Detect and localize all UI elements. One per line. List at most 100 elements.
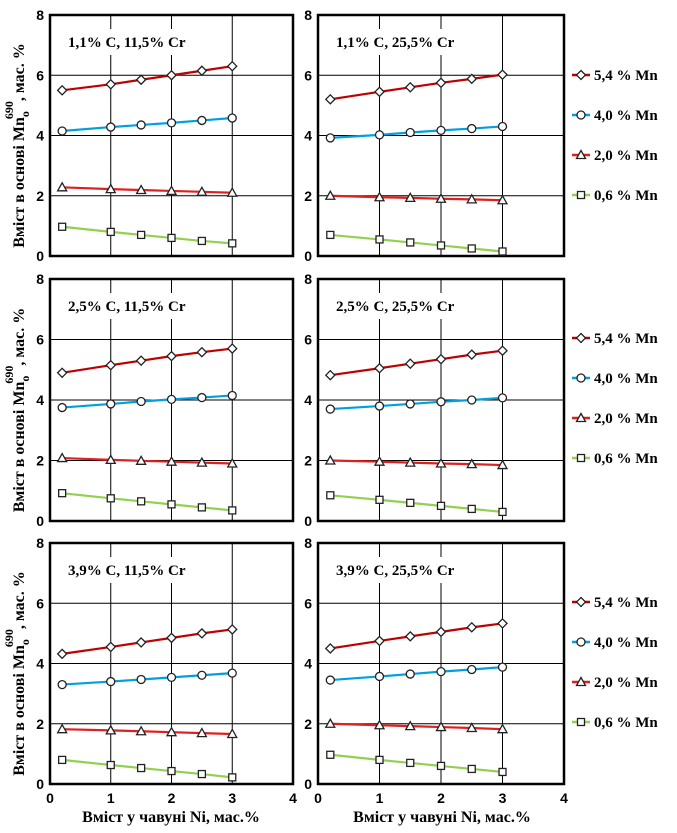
legend-label: 0,6 % Mn xyxy=(594,715,658,731)
data-point xyxy=(375,235,384,244)
y-tick-label: 4 xyxy=(36,656,44,672)
series-line xyxy=(330,73,503,101)
data-point xyxy=(467,504,476,514)
panel-title: 1,1% C, 11,5% Cr xyxy=(68,35,186,51)
data-point xyxy=(58,489,67,498)
legend-label: 2,0 % Mn xyxy=(594,148,658,164)
data-point xyxy=(166,394,177,405)
series-line xyxy=(62,672,233,686)
data-point xyxy=(466,193,478,204)
data-point xyxy=(56,648,68,660)
series-line xyxy=(62,394,233,409)
data-point xyxy=(135,454,147,465)
data-point xyxy=(166,118,177,128)
x-tick-label: 3 xyxy=(499,790,507,806)
data-point xyxy=(197,236,207,246)
legend: 5,4 % Mn 4,0 % Mn 2,0 % Mn 0,6 % Mn xyxy=(572,68,658,204)
x-tick-label: 3 xyxy=(228,790,236,806)
plot-frame xyxy=(48,541,295,786)
data-point xyxy=(324,369,336,381)
legend-label: 2,0 % Mn xyxy=(594,675,658,691)
data-point xyxy=(227,113,237,123)
data-point xyxy=(467,395,477,405)
series-line xyxy=(62,65,233,92)
data-point xyxy=(374,671,385,682)
data-point xyxy=(497,345,508,357)
title-background xyxy=(60,293,230,319)
title-background xyxy=(328,557,498,583)
data-point xyxy=(325,675,335,685)
data-point xyxy=(135,725,147,736)
data-point xyxy=(136,674,146,685)
data-point xyxy=(226,457,238,468)
data-point xyxy=(373,719,386,730)
x-axis-label-left: Вміст у чавуні Ni, мас.% xyxy=(82,809,260,826)
data-point xyxy=(106,399,116,409)
data-point xyxy=(166,69,177,81)
legend-label: 0,6 % Mn xyxy=(594,451,658,467)
data-point xyxy=(57,679,67,690)
data-point xyxy=(497,69,508,81)
legend-label: 5,4 % Mn xyxy=(594,595,658,611)
series-line xyxy=(62,456,233,465)
legend-marker xyxy=(575,69,587,81)
data-point xyxy=(197,769,207,779)
series-line xyxy=(61,347,233,374)
data-point xyxy=(373,191,386,202)
y-tick-label: 2 xyxy=(36,453,44,469)
series-line xyxy=(330,494,503,514)
data-point xyxy=(228,773,237,782)
data-point xyxy=(436,666,446,677)
series-line xyxy=(330,194,503,202)
data-point xyxy=(57,126,67,136)
data-point xyxy=(58,222,67,231)
data-point xyxy=(497,121,508,132)
data-point xyxy=(375,755,384,765)
legend: 5,4 % Mn 4,0 % Mn 2,0 % Mn 0,6 % Mn xyxy=(572,331,658,467)
chart-panel: 0 2 4 6 8 0 1 2 3 4 3,9% C, 11,5% Cr xyxy=(36,535,297,806)
data-point xyxy=(197,392,207,403)
x-tick-label: 1 xyxy=(376,790,384,806)
data-point xyxy=(497,618,508,629)
series-line xyxy=(330,349,503,377)
series-line xyxy=(330,666,503,682)
y-tick-label: 4 xyxy=(304,656,312,672)
data-point xyxy=(56,452,68,463)
data-point xyxy=(105,641,117,653)
data-point xyxy=(197,503,207,512)
data-point xyxy=(496,723,509,734)
y-tick-label: 2 xyxy=(36,716,44,732)
data-point xyxy=(228,506,237,515)
data-point xyxy=(436,761,446,771)
x-tick-label: 0 xyxy=(314,790,322,806)
data-point xyxy=(435,721,447,732)
data-point xyxy=(374,130,385,140)
data-point xyxy=(404,720,416,731)
data-point xyxy=(56,181,68,192)
title-background xyxy=(328,29,498,55)
legend-label: 5,4 % Mn xyxy=(594,331,658,347)
data-point xyxy=(497,393,508,403)
series-line xyxy=(330,622,503,650)
legend-marker xyxy=(576,190,586,200)
data-point xyxy=(135,355,147,367)
data-point xyxy=(498,507,507,517)
y-tick-label: 6 xyxy=(304,595,312,611)
data-point xyxy=(324,717,336,728)
y-tick-label: 0 xyxy=(304,776,312,792)
legend-marker xyxy=(575,596,587,608)
data-point xyxy=(57,402,67,413)
legend: 5,4 % Mn 4,0 % Mn 2,0 % Mn 0,6 % Mn xyxy=(572,595,658,731)
data-point xyxy=(466,73,478,85)
data-point xyxy=(227,668,237,678)
data-point xyxy=(326,230,335,240)
x-tick-label: 2 xyxy=(437,790,445,806)
x-tick-label: 1 xyxy=(107,790,115,806)
legend-marker xyxy=(576,453,586,463)
data-point xyxy=(497,662,508,672)
data-point xyxy=(167,233,176,243)
y-tick-label: 8 xyxy=(36,535,44,551)
data-point xyxy=(227,390,237,401)
x-tick-label: 4 xyxy=(560,790,568,806)
data-point xyxy=(136,497,146,506)
